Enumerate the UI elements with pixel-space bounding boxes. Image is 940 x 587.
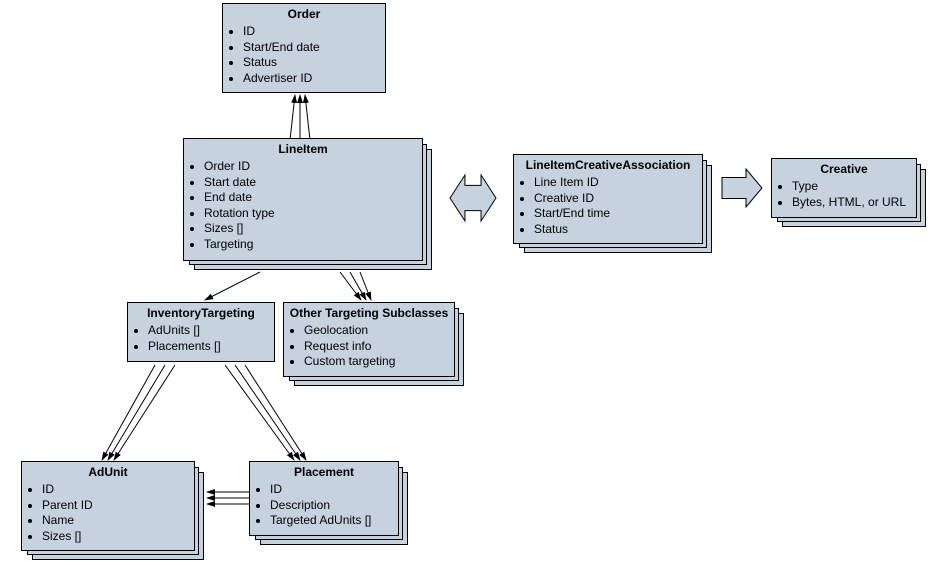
connector-arrow [350,272,366,300]
entity-attributes: TypeBytes, HTML, or URL [772,179,916,210]
connector-arrow [102,365,155,460]
entity-attribute: Geolocation [304,323,454,339]
entity-attribute: Placements [] [148,339,274,355]
entity-attributes: AdUnits []Placements [] [128,323,274,354]
entity-attribute: AdUnits [] [148,323,274,339]
entity-attribute: Request info [304,339,454,355]
entity-adunit: AdUnit IDParent IDNameSizes [] [21,461,195,551]
entity-title: Creative [772,159,916,177]
entity-attribute: Custom targeting [304,354,454,370]
connector-arrow [360,272,371,300]
connector-arrow [205,272,260,300]
connector-arrow [235,365,300,460]
entity-attributes: Line Item IDCreative IDStart/End timeSta… [514,175,702,237]
entity-attribute: Targeting [204,237,422,253]
entity-attribute: Status [243,55,385,71]
entity-order: Order IDStart/End dateStatusAdvertiser ID [222,3,386,93]
entity-attribute: Sizes [] [204,221,422,237]
entity-other: Other Targeting Subclasses GeolocationReq… [283,302,455,377]
entity-attributes: Order IDStart dateEnd dateRotation typeS… [184,159,422,253]
connector-arrow [114,365,175,460]
entity-attribute: Advertiser ID [243,71,385,87]
entity-attribute: Parent ID [42,498,194,514]
entity-attribute: Start/End time [534,206,702,222]
entity-attribute: Line Item ID [534,175,702,191]
connector-arrow [108,365,165,460]
entity-attribute: Sizes [] [42,529,194,545]
entity-attribute: ID [42,482,194,498]
connector-arrow [245,365,306,460]
entity-attributes: GeolocationRequest infoCustom targeting [284,323,454,370]
entity-lineitem: LineItem Order IDStart dateEnd dateRotati… [183,138,423,261]
entity-attribute: ID [270,482,398,498]
entity-placement: Placement IDDescriptionTargeted AdUnits [… [249,461,399,536]
entity-title: LineItemCreativeAssociation [514,155,702,173]
entity-attribute: Description [270,498,398,514]
entity-attributes: IDDescriptionTargeted AdUnits [] [250,482,398,529]
block-arrow [450,175,496,221]
entity-attribute: Type [792,179,916,195]
entity-title: Order [223,4,385,22]
connector-arrow [225,365,294,460]
connector-arrow [305,95,310,140]
entity-attribute: End date [204,190,422,206]
entity-attribute: Status [534,222,702,238]
entity-attribute: Start date [204,175,422,191]
entity-title: AdUnit [22,462,194,480]
entity-attribute: Order ID [204,159,422,175]
entity-inventory: InventoryTargeting AdUnits []Placements [… [127,302,275,362]
entity-creative: Creative TypeBytes, HTML, or URL [771,158,917,218]
entity-attribute: Rotation type [204,206,422,222]
connector-arrow [340,272,361,300]
entity-attribute: Targeted AdUnits [] [270,513,398,529]
entity-lica: LineItemCreativeAssociation Line Item IDC… [513,154,703,244]
entity-attribute: Start/End date [243,40,385,56]
entity-attribute: Name [42,513,194,529]
entity-title: LineItem [184,139,422,157]
entity-title: InventoryTargeting [128,303,274,321]
entity-attribute: ID [243,24,385,40]
entity-title: Placement [250,462,398,480]
block-arrow [722,169,762,207]
entity-title: Other Targeting Subclasses [284,303,454,321]
entity-attribute: Creative ID [534,191,702,207]
entity-attributes: IDParent IDNameSizes [] [22,482,194,544]
connector-arrow [290,95,295,140]
entity-attribute: Bytes, HTML, or URL [792,195,916,211]
entity-attributes: IDStart/End dateStatusAdvertiser ID [223,24,385,86]
